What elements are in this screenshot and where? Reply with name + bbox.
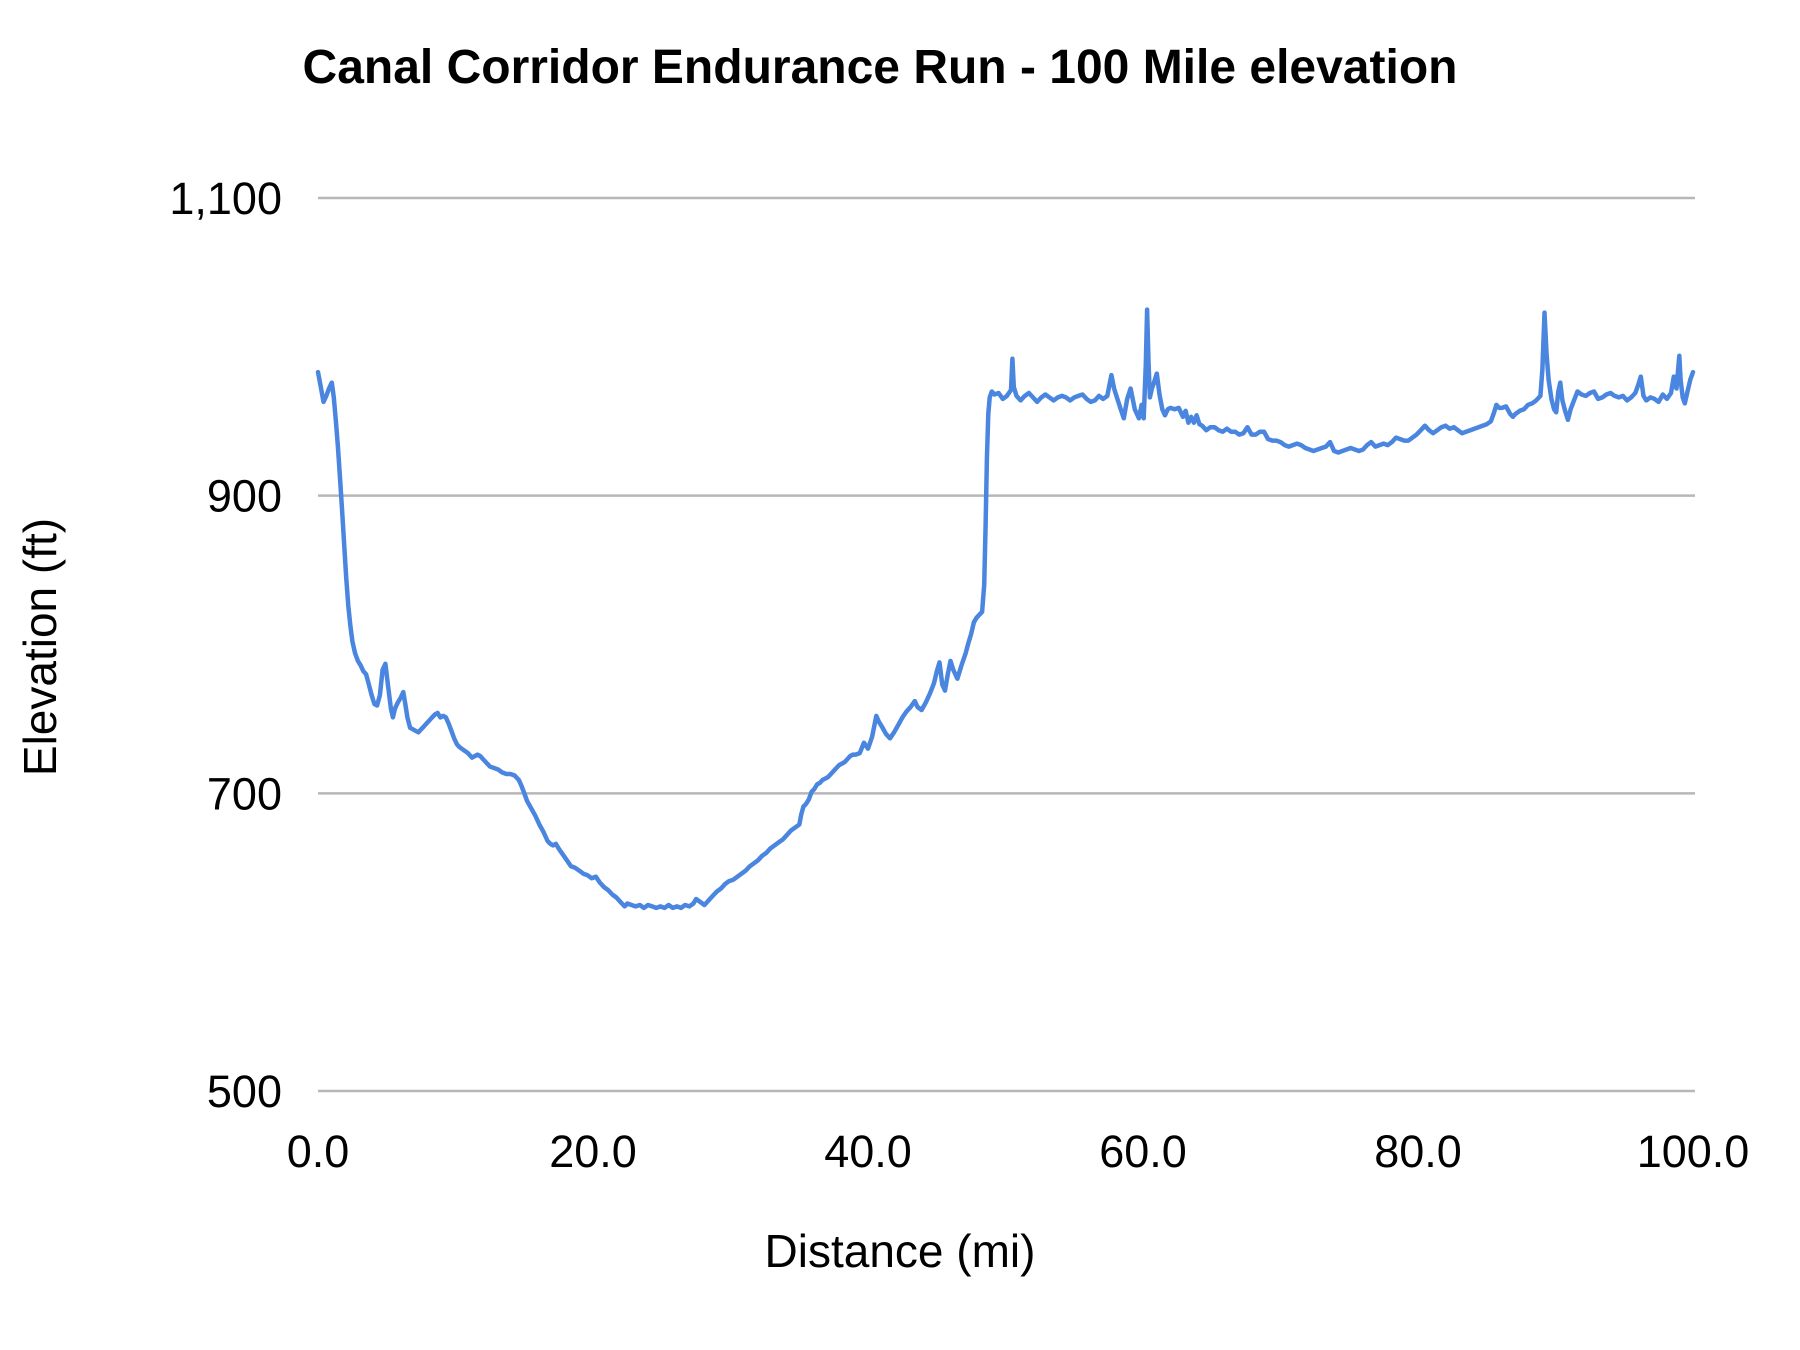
x-tick-label: 60.0: [1099, 1126, 1187, 1177]
x-tick-label: 40.0: [824, 1126, 912, 1177]
elevation-line-series: [315, 307, 1696, 911]
gridlines: [318, 196, 1695, 1093]
y-axis-tick-labels: 500 700 900 1,100: [169, 173, 282, 1117]
y-tick-label: 700: [207, 768, 282, 819]
y-tick-label: 500: [207, 1066, 282, 1117]
x-tick-label: 20.0: [549, 1126, 637, 1177]
x-axis-tick-labels: 0.0 20.0 40.0 60.0 80.0 100.0: [287, 1126, 1750, 1177]
chart-title: Canal Corridor Endurance Run - 100 Mile …: [302, 41, 1458, 94]
y-tick-label: 1,100: [169, 173, 282, 224]
x-tick-label: 100.0: [1637, 1126, 1750, 1177]
x-axis-title: Distance (mi): [764, 1225, 1036, 1277]
x-tick-label: 0.0: [287, 1126, 350, 1177]
x-tick-label: 80.0: [1374, 1126, 1462, 1177]
y-tick-label: 900: [207, 471, 282, 522]
